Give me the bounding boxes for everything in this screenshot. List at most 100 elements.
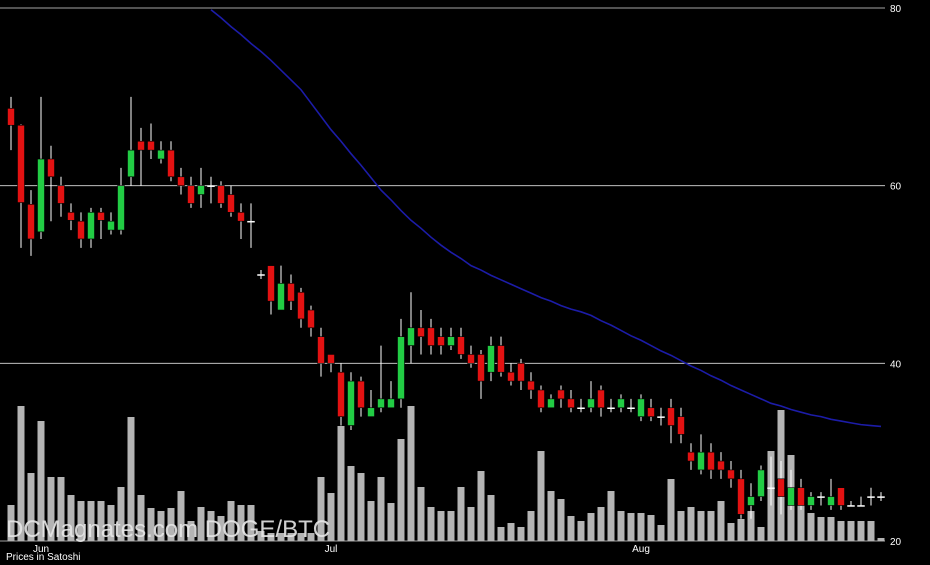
volume-bar — [177, 491, 185, 541]
volume-bar — [267, 533, 275, 541]
volume-bar — [527, 511, 535, 541]
candle-body — [487, 345, 495, 373]
volume-bar — [87, 501, 95, 541]
volume-bar — [17, 406, 25, 541]
volume-bar — [247, 505, 255, 541]
volume-bar — [827, 517, 835, 541]
label-layer: 20 40 60 80 Jun Jul Aug — [33, 4, 902, 555]
candle-body — [357, 380, 365, 409]
volume-bar — [347, 466, 355, 541]
candle-body — [597, 389, 605, 409]
candle-body — [627, 407, 635, 409]
candle-body — [217, 185, 225, 204]
candle-body — [577, 407, 585, 409]
volume-bar — [277, 533, 285, 541]
candle-body — [237, 212, 245, 222]
volume-bar — [497, 527, 505, 541]
volume-bar — [27, 473, 35, 541]
note: Prices in Satoshi — [6, 552, 80, 563]
candle-body — [207, 185, 215, 187]
volume-bar — [37, 421, 45, 541]
volume-bar — [667, 479, 675, 541]
volume-bar — [227, 501, 235, 541]
volume-bar — [517, 527, 525, 541]
x-tick-label: Jul — [325, 544, 338, 555]
candle-body — [757, 469, 765, 497]
candle-body — [477, 354, 485, 382]
volume-bar — [757, 527, 765, 541]
volume-bar — [807, 513, 815, 541]
candle-body — [197, 185, 205, 195]
candle-body — [127, 149, 135, 178]
volume-bar — [207, 511, 215, 541]
y-tick-label: 20 — [890, 537, 902, 548]
candle-body — [187, 185, 195, 204]
volume-bar — [257, 531, 265, 541]
candle-body — [697, 451, 705, 471]
volume-layer — [7, 406, 885, 541]
volume-bar — [467, 507, 475, 541]
volume-bar — [157, 511, 165, 541]
candle-body — [737, 478, 745, 515]
moving-average-line — [210, 9, 882, 428]
volume-bar — [217, 516, 225, 541]
candle-body — [467, 354, 475, 364]
volume-bar — [857, 521, 865, 541]
volume-bar — [407, 406, 415, 541]
candle-body — [307, 309, 315, 329]
candle-body — [867, 496, 875, 498]
candle-body — [147, 140, 155, 151]
candle-body — [367, 407, 375, 417]
volume-bar — [307, 533, 315, 541]
volume-bar — [167, 508, 175, 541]
candle-body — [607, 407, 615, 409]
volume-bar — [377, 477, 385, 541]
volume-bar — [237, 505, 245, 541]
volume-bar — [67, 495, 75, 541]
candle-body — [227, 194, 235, 213]
candle-body — [297, 291, 305, 320]
volume-bar — [677, 511, 685, 541]
volume-bar — [57, 477, 65, 541]
volume-bar — [717, 501, 725, 541]
candle-body — [847, 505, 855, 507]
volume-bar — [727, 523, 735, 541]
candle-body — [707, 451, 715, 471]
volume-bar — [147, 508, 155, 541]
candle-body — [427, 327, 435, 346]
candle-body — [677, 416, 685, 435]
y-tick-label: 40 — [890, 359, 902, 370]
y-tick-label: 80 — [890, 4, 902, 15]
candle-body — [7, 108, 15, 126]
volume-bar — [867, 521, 875, 541]
volume-bar — [107, 505, 115, 541]
volume-bar — [367, 501, 375, 541]
candle-body — [407, 327, 415, 346]
volume-bar — [637, 513, 645, 541]
candle-body — [267, 265, 275, 302]
candle-body — [827, 496, 835, 506]
candle-body — [457, 336, 465, 355]
candle-body — [587, 398, 595, 409]
candle-body — [787, 487, 795, 506]
candle-body — [397, 336, 405, 400]
volume-bar — [797, 491, 805, 541]
volume-bar — [597, 507, 605, 541]
volume-bar — [617, 511, 625, 541]
candle-body — [547, 398, 555, 409]
volume-bar — [577, 521, 585, 541]
volume-bar — [687, 507, 695, 541]
candle-body — [377, 398, 385, 409]
candle-body — [447, 336, 455, 346]
candle-body — [97, 212, 105, 221]
candle-body — [157, 149, 165, 160]
candle-body — [527, 380, 535, 391]
candle-body — [437, 336, 445, 346]
volume-bar — [337, 426, 345, 541]
volume-bar — [707, 511, 715, 541]
candle-body — [507, 371, 515, 382]
candle-body — [717, 460, 725, 471]
candle-body — [37, 158, 45, 233]
x-tick-label: Aug — [632, 544, 650, 555]
